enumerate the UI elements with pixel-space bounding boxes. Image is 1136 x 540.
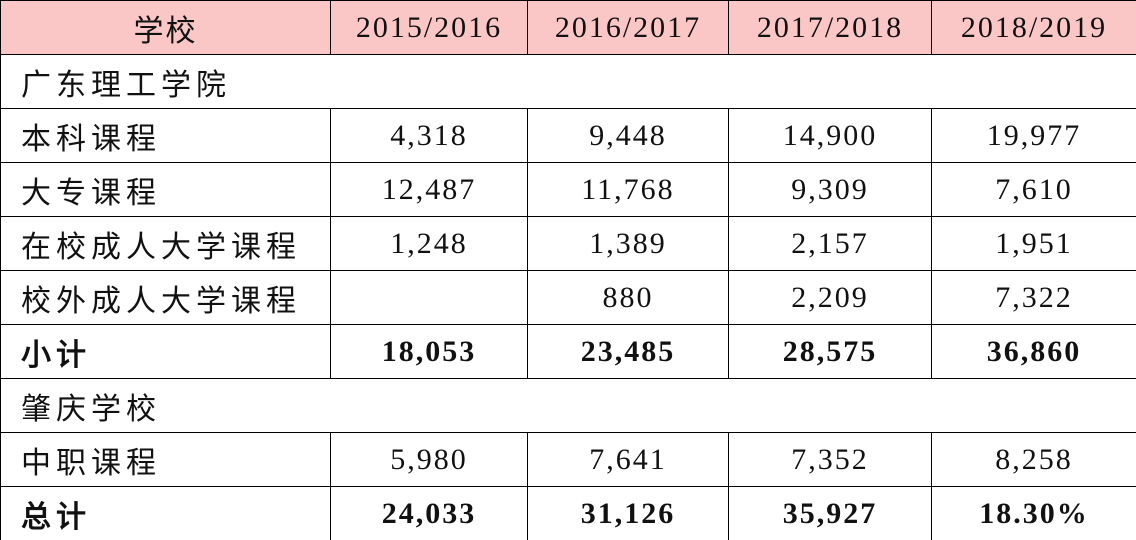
value-cell: 7,610 — [931, 162, 1136, 217]
row-label: 在校成人大学课程 — [0, 216, 331, 271]
value-cell: 35,927 — [728, 486, 932, 540]
section-row: 广东理工学院 — [0, 54, 1136, 109]
value-cell: 11,768 — [527, 162, 729, 217]
value-cell: 18,053 — [330, 324, 528, 379]
header-cell: 学校 — [0, 0, 331, 55]
value-cell: 36,860 — [931, 324, 1136, 379]
data-row: 校外成人大学课程 880 2,209 7,322 — [0, 270, 1136, 325]
value-cell: 9,448 — [527, 108, 729, 163]
value-cell: 14,900 — [728, 108, 932, 163]
value-cell: 31,126 — [527, 486, 729, 540]
row-label: 校外成人大学课程 — [0, 270, 331, 325]
header-cell: 2016/2017 — [527, 0, 729, 55]
value-cell: 1,951 — [931, 216, 1136, 271]
header-row: 学校 2015/2016 2016/2017 2017/2018 2018/2019 — [0, 0, 1136, 55]
value-cell: 8,258 — [931, 432, 1136, 487]
value-cell: 2,209 — [728, 270, 932, 325]
header-cell: 2017/2018 — [728, 0, 932, 55]
data-row: 本科课程 4,318 9,448 14,900 19,977 — [0, 108, 1136, 163]
row-label: 大专课程 — [0, 162, 331, 217]
value-cell: 1,248 — [330, 216, 528, 271]
data-row: 大专课程 12,487 11,768 9,309 7,610 — [0, 162, 1136, 217]
data-row: 总计 24,033 31,126 35,927 18.30% — [0, 486, 1136, 540]
data-row: 小计 18,053 23,485 28,575 36,860 — [0, 324, 1136, 379]
value-cell: 2,157 — [728, 216, 932, 271]
header-cell: 2018/2019 — [931, 0, 1136, 55]
value-cell: 18.30% — [931, 486, 1136, 540]
section-label: 肇庆学校 — [0, 378, 1136, 433]
header-cell: 2015/2016 — [330, 0, 528, 55]
row-label: 本科课程 — [0, 108, 331, 163]
value-cell: 28,575 — [728, 324, 932, 379]
data-row: 在校成人大学课程 1,248 1,389 2,157 1,951 — [0, 216, 1136, 271]
data-row: 中职课程 5,980 7,641 7,352 8,258 — [0, 432, 1136, 487]
section-label: 广东理工学院 — [0, 54, 1136, 109]
value-cell: 7,352 — [728, 432, 932, 487]
value-cell: 5,980 — [330, 432, 528, 487]
value-cell: 880 — [527, 270, 729, 325]
row-label: 小计 — [0, 324, 331, 379]
value-cell: 24,033 — [330, 486, 528, 540]
value-cell: 4,318 — [330, 108, 528, 163]
value-cell: 7,322 — [931, 270, 1136, 325]
section-row: 肇庆学校 — [0, 378, 1136, 433]
value-cell: 12,487 — [330, 162, 528, 217]
value-cell: 23,485 — [527, 324, 729, 379]
value-cell: 1,389 — [527, 216, 729, 271]
row-label: 中职课程 — [0, 432, 331, 487]
value-cell: 7,641 — [527, 432, 729, 487]
value-cell: 19,977 — [931, 108, 1136, 163]
row-label: 总计 — [0, 486, 331, 540]
empty-cell — [330, 270, 528, 325]
value-cell: 9,309 — [728, 162, 932, 217]
